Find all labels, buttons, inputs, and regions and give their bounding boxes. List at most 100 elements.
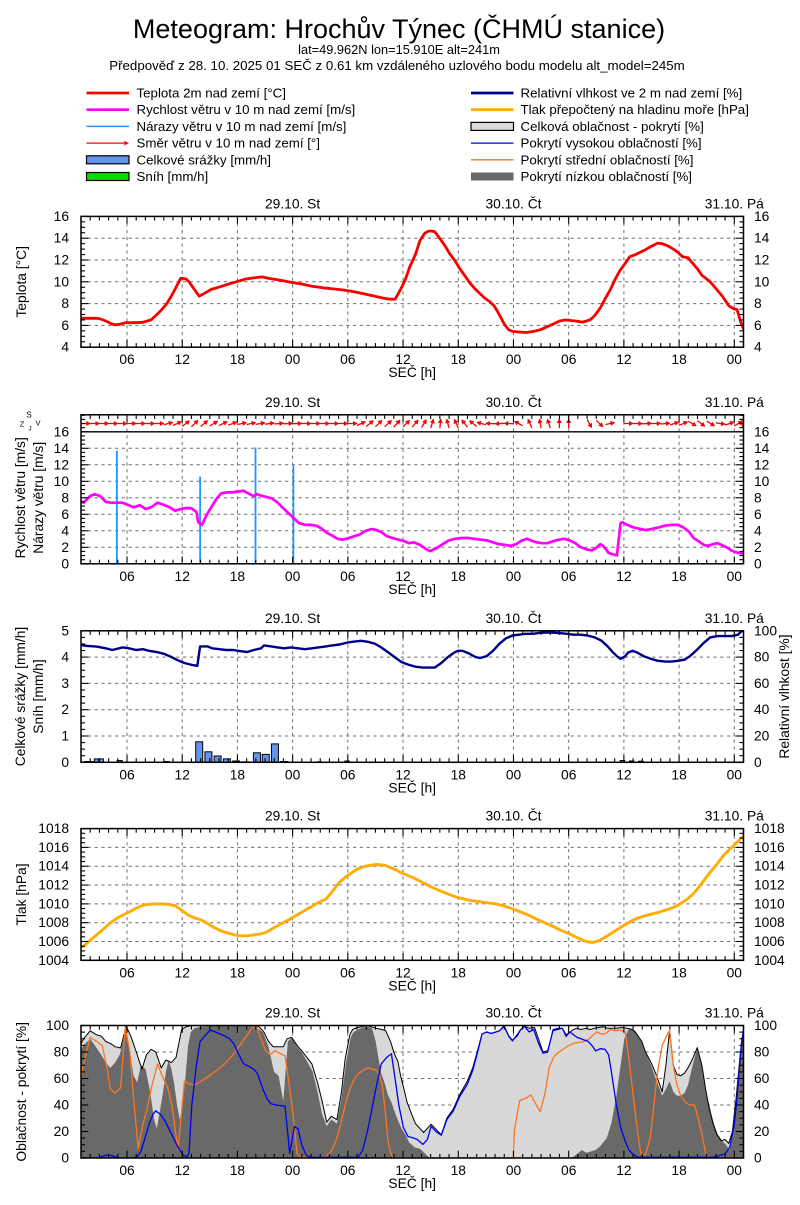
svg-text:30.10. Čt: 30.10. Čt bbox=[486, 610, 542, 626]
svg-text:06: 06 bbox=[561, 569, 577, 584]
svg-text:3: 3 bbox=[61, 676, 69, 691]
svg-text:16: 16 bbox=[54, 209, 70, 224]
svg-text:06: 06 bbox=[119, 767, 135, 782]
svg-text:00: 00 bbox=[285, 569, 301, 584]
svg-text:29.10. St: 29.10. St bbox=[265, 1006, 320, 1021]
svg-text:12: 12 bbox=[616, 767, 631, 782]
svg-text:SEČ [h]: SEČ [h] bbox=[388, 1175, 436, 1191]
svg-text:30.10. Čt: 30.10. Čt bbox=[486, 394, 542, 410]
svg-text:80: 80 bbox=[54, 1045, 70, 1060]
svg-text:10: 10 bbox=[754, 274, 770, 289]
svg-text:4: 4 bbox=[754, 340, 762, 355]
svg-text:18: 18 bbox=[671, 767, 687, 782]
svg-text:SEČ [h]: SEČ [h] bbox=[388, 581, 436, 597]
svg-text:Nárazy větru [m/s]: Nárazy větru [m/s] bbox=[31, 442, 46, 554]
svg-text:100: 100 bbox=[46, 1018, 69, 1033]
svg-text:Meteogram: Hrochův Týnec (ČHMÚ: Meteogram: Hrochův Týnec (ČHMÚ stanice) bbox=[133, 13, 665, 44]
svg-text:14: 14 bbox=[54, 441, 70, 456]
svg-text:29.10. St: 29.10. St bbox=[265, 611, 320, 626]
svg-text:60: 60 bbox=[54, 1071, 70, 1086]
svg-text:18: 18 bbox=[671, 352, 687, 367]
svg-text:8: 8 bbox=[754, 296, 762, 311]
svg-text:lat=49.962N lon=15.910E alt=24: lat=49.962N lon=15.910E alt=241m bbox=[298, 42, 500, 57]
svg-text:12: 12 bbox=[616, 965, 631, 980]
svg-text:4: 4 bbox=[61, 650, 69, 665]
svg-text:V: V bbox=[35, 419, 40, 428]
svg-text:Celkové srážky [mm/h]: Celkové srážky [mm/h] bbox=[137, 152, 271, 167]
svg-text:12: 12 bbox=[54, 253, 69, 268]
svg-text:00: 00 bbox=[727, 352, 743, 367]
svg-text:00: 00 bbox=[285, 965, 301, 980]
svg-text:18: 18 bbox=[671, 1163, 687, 1178]
svg-text:40: 40 bbox=[54, 1098, 70, 1113]
svg-text:18: 18 bbox=[451, 965, 467, 980]
svg-text:8: 8 bbox=[61, 490, 69, 505]
svg-text:00: 00 bbox=[727, 767, 743, 782]
svg-text:29.10. St: 29.10. St bbox=[265, 196, 320, 211]
svg-text:12: 12 bbox=[175, 965, 190, 980]
svg-text:60: 60 bbox=[754, 1071, 770, 1086]
svg-text:00: 00 bbox=[506, 1163, 522, 1178]
svg-text:Sníh [mm/h]: Sníh [mm/h] bbox=[31, 659, 46, 733]
svg-text:00: 00 bbox=[506, 767, 522, 782]
svg-text:1008: 1008 bbox=[754, 915, 785, 930]
svg-text:Tlak [hPa]: Tlak [hPa] bbox=[14, 863, 29, 925]
svg-text:0: 0 bbox=[61, 1151, 69, 1166]
svg-text:6: 6 bbox=[61, 507, 69, 522]
svg-text:10: 10 bbox=[754, 474, 770, 489]
svg-text:30.10. Čt: 30.10. Čt bbox=[486, 1005, 542, 1021]
svg-text:1010: 1010 bbox=[38, 896, 69, 911]
svg-text:10: 10 bbox=[54, 274, 70, 289]
svg-text:0: 0 bbox=[61, 755, 69, 770]
svg-text:06: 06 bbox=[561, 965, 577, 980]
svg-text:14: 14 bbox=[754, 231, 770, 246]
svg-text:10: 10 bbox=[54, 474, 70, 489]
svg-text:2: 2 bbox=[61, 702, 69, 717]
svg-text:06: 06 bbox=[340, 965, 356, 980]
svg-text:1014: 1014 bbox=[38, 859, 69, 874]
svg-text:00: 00 bbox=[506, 352, 522, 367]
svg-text:20: 20 bbox=[754, 1124, 770, 1139]
svg-text:30.10. Čt: 30.10. Čt bbox=[486, 808, 542, 824]
svg-text:5: 5 bbox=[61, 623, 69, 638]
svg-text:8: 8 bbox=[61, 296, 69, 311]
svg-text:Celkové srážky [mm/h]: Celkové srážky [mm/h] bbox=[13, 627, 28, 767]
svg-text:6: 6 bbox=[754, 507, 762, 522]
svg-text:Sníh [mm/h]: Sníh [mm/h] bbox=[137, 169, 209, 184]
svg-text:18: 18 bbox=[230, 569, 246, 584]
svg-text:4: 4 bbox=[61, 523, 69, 538]
svg-text:8: 8 bbox=[754, 490, 762, 505]
svg-text:Pokrytí nízkou oblačností [%]: Pokrytí nízkou oblačností [%] bbox=[521, 169, 692, 184]
svg-text:18: 18 bbox=[451, 767, 467, 782]
svg-text:06: 06 bbox=[119, 569, 135, 584]
svg-text:06: 06 bbox=[561, 1163, 577, 1178]
svg-text:18: 18 bbox=[671, 965, 687, 980]
svg-text:Z: Z bbox=[20, 420, 25, 429]
svg-text:6: 6 bbox=[754, 318, 762, 333]
svg-text:1004: 1004 bbox=[754, 953, 785, 968]
svg-text:Relativní vlhkost [%]: Relativní vlhkost [%] bbox=[777, 634, 792, 758]
svg-text:2: 2 bbox=[61, 540, 69, 555]
svg-text:16: 16 bbox=[754, 424, 770, 439]
svg-text:06: 06 bbox=[119, 965, 135, 980]
svg-text:1004: 1004 bbox=[38, 953, 69, 968]
svg-text:14: 14 bbox=[754, 441, 770, 456]
svg-text:18: 18 bbox=[451, 352, 467, 367]
svg-text:Teplota [°C]: Teplota [°C] bbox=[14, 246, 29, 317]
svg-text:06: 06 bbox=[561, 352, 577, 367]
svg-text:80: 80 bbox=[754, 1045, 770, 1060]
svg-text:1: 1 bbox=[61, 729, 69, 744]
svg-text:1006: 1006 bbox=[754, 934, 785, 949]
svg-text:Rychlost větru [m/s]: Rychlost větru [m/s] bbox=[13, 437, 28, 558]
svg-text:18: 18 bbox=[671, 569, 687, 584]
svg-text:4: 4 bbox=[754, 523, 762, 538]
svg-text:20: 20 bbox=[54, 1124, 70, 1139]
svg-text:0: 0 bbox=[754, 556, 762, 571]
svg-text:31.10. Pá: 31.10. Pá bbox=[705, 395, 764, 410]
svg-text:2: 2 bbox=[754, 540, 762, 555]
svg-text:12: 12 bbox=[175, 352, 190, 367]
svg-text:1014: 1014 bbox=[754, 859, 785, 874]
svg-text:Směr větru v 10 m nad zemí [°]: Směr větru v 10 m nad zemí [°] bbox=[137, 136, 320, 151]
svg-text:100: 100 bbox=[754, 623, 777, 638]
svg-text:Nárazy větru v 10 m nad zemí [: Nárazy větru v 10 m nad zemí [m/s] bbox=[137, 119, 347, 134]
